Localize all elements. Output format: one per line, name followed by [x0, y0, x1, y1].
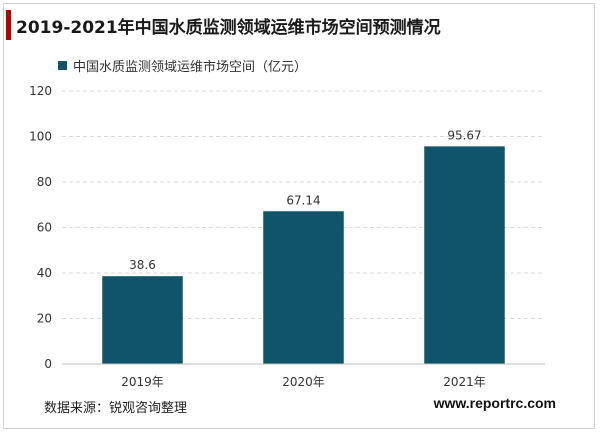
website-link[interactable]: www.reportrc.com	[433, 395, 556, 411]
legend-swatch	[58, 61, 67, 70]
chart-frame	[3, 3, 595, 429]
source-note: 数据来源：锐观咨询整理	[44, 401, 188, 416]
x-tick-label: 2020年	[282, 375, 325, 389]
chart-legend: 中国水质监测领域运维市场空间（亿元）	[58, 56, 307, 75]
data-label: 38.6	[129, 258, 156, 272]
y-tick-label: 40	[37, 266, 52, 280]
data-label: 67.14	[286, 193, 320, 207]
y-tick-label: 100	[29, 130, 52, 144]
bar-1	[263, 211, 344, 364]
data-label: 95.67	[447, 128, 481, 142]
x-tick-label: 2021年	[443, 375, 486, 389]
y-axis-ticks: 0 20 40 60 80 100 120	[29, 84, 52, 371]
y-tick-label: 0	[44, 357, 52, 371]
y-tick-label: 60	[37, 221, 52, 235]
bars	[102, 146, 505, 364]
y-tick-label: 20	[37, 312, 52, 326]
data-labels: 38.6 67.14 95.67	[129, 128, 482, 272]
y-tick-label: 80	[37, 175, 52, 189]
chart-title: 2019-2021年中国水质监测领域运维市场空间预测情况	[16, 18, 441, 38]
y-tick-label: 120	[29, 84, 52, 98]
x-tick-label: 2019年	[121, 375, 164, 389]
x-axis-ticks: 2019年 2020年 2021年	[121, 375, 486, 389]
bar-2	[424, 146, 505, 364]
bar-0	[102, 276, 183, 364]
legend-label: 中国水质监测领域运维市场空间（亿元）	[73, 60, 308, 75]
title-accent-bar	[6, 10, 11, 40]
